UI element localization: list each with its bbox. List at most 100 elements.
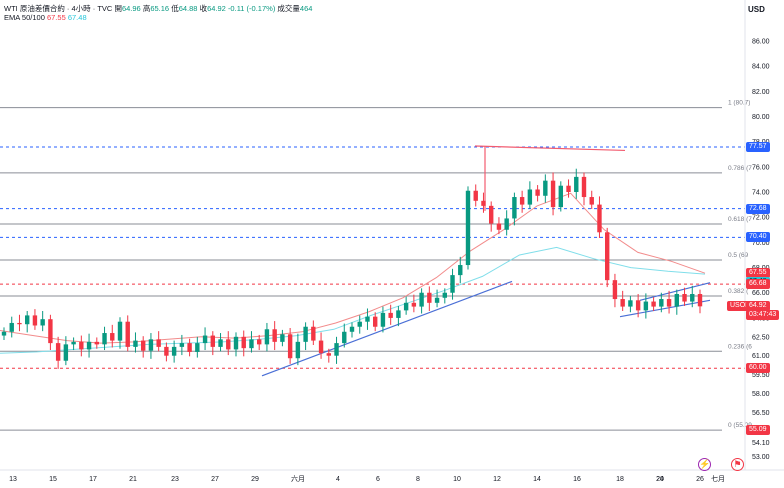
x-tick-3: 21 (129, 476, 137, 483)
candle-body-11 (86, 341, 92, 350)
candle-body-35 (272, 329, 277, 342)
candle-body-81 (628, 300, 633, 307)
fib-label-6: 0 (55.09 (728, 422, 752, 429)
ema-label: EMA 50/100 (4, 13, 45, 22)
trend-lines (261, 145, 711, 377)
candle-body-16 (125, 321, 130, 347)
y-tick-13: 61.00 (752, 353, 770, 360)
candle-body-6 (48, 319, 53, 344)
open-label: 開 (114, 4, 122, 13)
candle-body-33 (257, 339, 262, 345)
candle-body-15 (117, 321, 123, 341)
candle-body-72 (558, 185, 563, 208)
price-tag-5: 66.68 (746, 279, 770, 290)
candle-body-41 (318, 340, 324, 354)
candle-body-71 (550, 180, 556, 208)
y-tick-7: 72.00 (752, 215, 770, 222)
fib-label-0: 1 (80.7) (728, 100, 750, 107)
resistance-line (474, 145, 626, 152)
high-label: 高 (142, 4, 151, 13)
change-value: -0.11 (-0.17%) (227, 4, 276, 13)
candle-body-27 (210, 335, 215, 347)
y-tick-10: 66.00 (752, 290, 770, 297)
candle-body-64 (496, 223, 502, 230)
x-tick-11: 10 (453, 476, 461, 483)
price-tag-6: USOIL (727, 301, 755, 312)
low-label: 低 (171, 4, 179, 13)
candle-body-63 (489, 205, 494, 224)
x-tick-8: 4 (336, 476, 340, 483)
candle-body-1 (9, 322, 14, 332)
candle-body-55 (427, 292, 432, 303)
y-tick-15: 58.00 (752, 391, 770, 398)
candle-body-90 (697, 294, 703, 307)
uptrend-line (261, 280, 513, 377)
y-tick-8: 70.00 (752, 240, 770, 247)
candle-body-3 (25, 315, 30, 325)
fib-label-1: 0.786 (7 (728, 165, 752, 172)
candle-body-73 (566, 185, 571, 192)
x-tick-13: 14 (533, 476, 541, 483)
x-tick-7: 六月 (291, 474, 305, 483)
ema100-value: 67.48 (67, 13, 87, 22)
candle-body-24 (187, 343, 192, 352)
channel-upper-line (639, 282, 711, 301)
x-tick-16: 20 (656, 476, 664, 483)
candle-body-30 (233, 336, 239, 350)
candle-body-89 (690, 294, 695, 302)
fib-label-3: 0.5 (69 (728, 252, 749, 259)
ema50-line (0, 192, 706, 344)
candle-body-52 (403, 302, 409, 311)
fib-label-2: 0.618 (7 (728, 216, 752, 223)
candle-body-40 (311, 326, 316, 341)
lightning-icon[interactable]: ⚡ (698, 458, 711, 471)
candle-body-7 (55, 343, 61, 361)
ema50-value: 67.55 (46, 13, 66, 22)
y-tick-3: 80.00 (752, 114, 770, 121)
x-tick-9: 6 (376, 476, 380, 483)
x-tick-1: 15 (49, 476, 57, 483)
x-tick-17: 24 (656, 476, 664, 483)
close-value: 64.92 (207, 4, 226, 13)
y-tick-5: 76.00 (752, 164, 770, 171)
candle-body-75 (581, 176, 587, 198)
candle-body-10 (79, 341, 84, 350)
currency-label[interactable]: USD (748, 5, 765, 14)
candle-body-37 (287, 334, 293, 359)
fib-levels: 1 (80.7) 0.786 (7 0.618 (7 0.5 (69 0.382 (0.… (0, 100, 752, 431)
candle-body-9 (71, 341, 76, 345)
volume-label: 成交量 (277, 4, 300, 13)
candle-body-76 (589, 197, 594, 205)
candle-body-56 (434, 297, 440, 303)
price-tag-9: 60.00 (746, 363, 770, 374)
candle-body-18 (141, 340, 146, 351)
candle-body-53 (411, 302, 417, 307)
ema-legend[interactable]: EMA 50/100 67.55 67.48 (4, 13, 87, 22)
candle-body-79 (612, 280, 618, 300)
candle-body-65 (504, 218, 509, 230)
candle-body-20 (156, 339, 161, 347)
price-tag-7: 64.92 (746, 301, 770, 312)
candle-body-42 (326, 353, 331, 356)
price-tag-2: 70.40 (746, 232, 770, 243)
candle-body-28 (218, 339, 223, 347)
candle-body-59 (458, 265, 463, 276)
candle-body-38 (295, 341, 301, 359)
candle-body-5 (40, 319, 45, 326)
low-value: 64.88 (178, 4, 198, 13)
candle-body-68 (527, 189, 533, 205)
y-tick-0: 86.00 (752, 38, 770, 45)
flag-icon[interactable]: ⚑ (731, 458, 744, 471)
candle-body-49 (380, 312, 386, 327)
y-tick-1: 84.00 (752, 64, 770, 71)
price-tag-1: 72.68 (746, 203, 770, 214)
candle-body-88 (682, 294, 687, 302)
close-label: 收 (199, 4, 208, 13)
y-tick-18: 54.10 (752, 440, 770, 447)
candle-body-2 (17, 322, 22, 325)
candle-body-26 (202, 335, 208, 344)
open-value: 64.96 (121, 4, 141, 13)
candle-body-47 (365, 316, 370, 322)
